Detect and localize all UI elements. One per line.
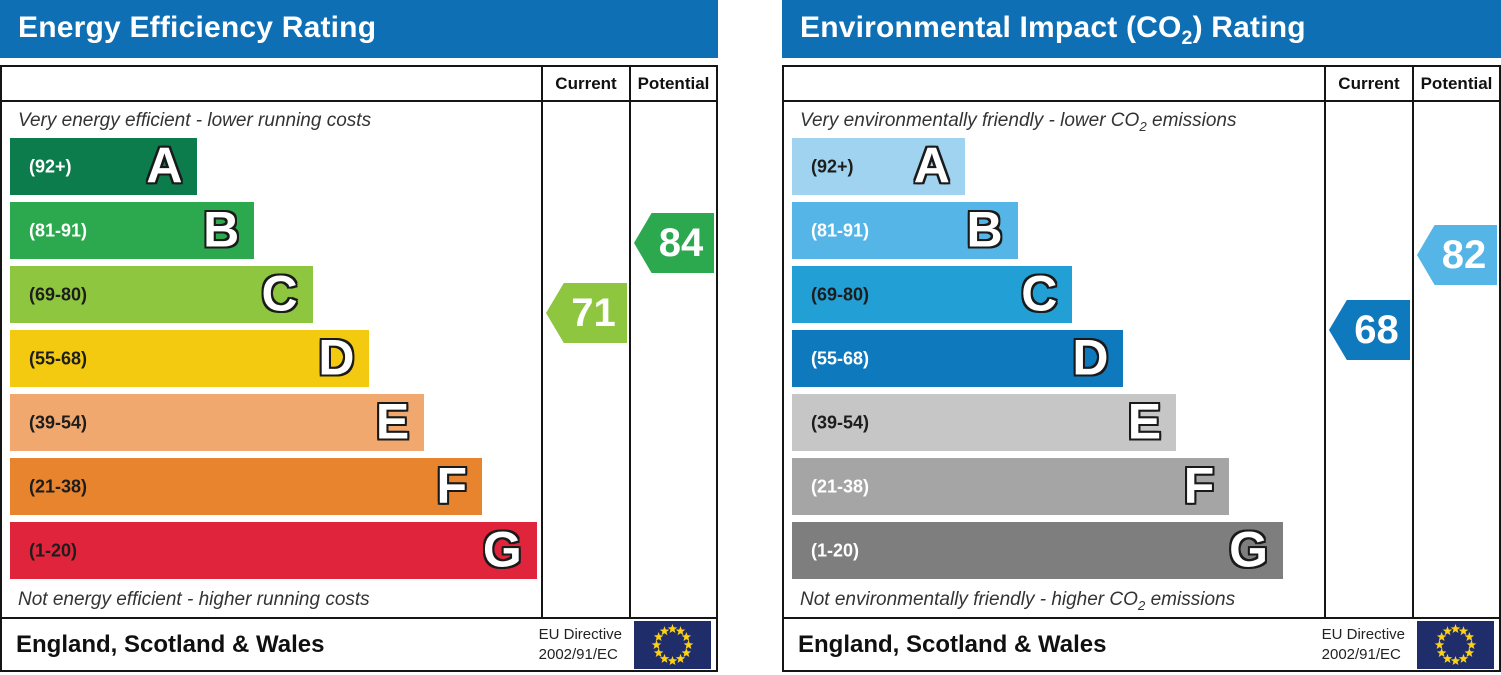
panel-title: Environmental Impact (CO2) Rating — [782, 0, 1501, 58]
band-range-label: (81-91) — [29, 220, 88, 240]
rating-scale: Very environmentally friendly - lower CO… — [784, 102, 1324, 617]
current-rating-arrow: 68 — [1329, 300, 1410, 360]
rating-scale: Very energy efficient - lower running co… — [2, 102, 541, 617]
potential-column-header: Potential — [629, 67, 716, 102]
top-note-text: Very energy efficient - lower running co… — [18, 110, 372, 131]
eu-directive-line2: 2002/91/EC — [538, 645, 618, 663]
band-letter: F — [436, 457, 468, 513]
top-note: Very energy efficient - lower running co… — [18, 108, 541, 134]
band-range-label: (1-20) — [29, 540, 78, 560]
top-note: Very environmentally friendly - lower CO… — [800, 108, 1324, 134]
rating-table: Current Potential Very environmentally f… — [782, 65, 1501, 672]
current-column-header: Current — [541, 67, 629, 102]
potential-rating-arrow: 84 — [634, 213, 714, 273]
eu-directive-label: EU Directive 2002/91/EC — [539, 625, 622, 664]
panel-footer: England, Scotland & Wales EU Directive 20… — [2, 617, 716, 670]
panel-title-text-post: ) Rating — [1192, 11, 1306, 44]
eu-directive-line2: 2002/91/EC — [1321, 645, 1401, 663]
band-range-label: (39-54) — [811, 412, 870, 432]
eu-directive-label: EU Directive 2002/91/EC — [1322, 625, 1405, 664]
current-rating-value: 71 — [571, 290, 616, 335]
rating-band-g: (1-20) G — [792, 521, 1284, 579]
band-letter: C — [261, 265, 298, 321]
panel-footer: England, Scotland & Wales EU Directive 20… — [784, 617, 1499, 670]
band-letter: F — [1183, 457, 1215, 513]
rating-band-f: (21-38) F — [792, 457, 1230, 515]
panel-title-sub: 2 — [1181, 27, 1193, 49]
bottom-note: Not environmentally friendly - higher CO… — [800, 587, 1235, 613]
band-letter: B — [966, 201, 1003, 257]
bottom-note: Not energy efficient - higher running co… — [18, 587, 370, 613]
band-letter: E — [375, 393, 410, 449]
band-range-label: (92+) — [29, 156, 72, 176]
rating-band-c: (69-80) C — [10, 266, 313, 323]
eu-flag-icon — [634, 620, 711, 669]
potential-column: 84 — [629, 102, 716, 617]
band-range-label: (69-80) — [811, 284, 870, 304]
band-letter: C — [1021, 265, 1058, 321]
top-note-sub: 2 — [1139, 118, 1147, 134]
potential-rating-arrow: 82 — [1417, 225, 1497, 285]
band-range-label: (81-91) — [811, 220, 870, 240]
rating-band-a: (92+) A — [10, 137, 198, 195]
potential-column-header: Potential — [1412, 67, 1499, 102]
eu-directive-line1: EU Directive — [538, 626, 622, 643]
top-note-text: Very environmentally friendly - lower CO — [800, 110, 1140, 131]
band-range-label: (69-80) — [29, 284, 88, 304]
potential-rating-value: 84 — [658, 220, 704, 265]
rating-band-d: (55-68) D — [10, 329, 370, 387]
potential-column: 82 — [1412, 102, 1499, 617]
rating-band-d: (55-68) D — [792, 329, 1124, 387]
band-range-label: (21-38) — [811, 476, 870, 496]
band-range-label: (39-54) — [29, 412, 88, 432]
eu-flag-icon — [1417, 620, 1494, 669]
band-letter: D — [318, 329, 355, 385]
band-range-label: (21-38) — [29, 476, 88, 496]
region-label: England, Scotland & Wales — [798, 630, 1107, 658]
panel-title-text: Environmental Impact (CO — [800, 11, 1182, 44]
eu-directive-line1: EU Directive — [1321, 626, 1405, 643]
current-rating-value: 68 — [1354, 307, 1399, 352]
band-letter: E — [1127, 393, 1162, 449]
current-rating-arrow: 71 — [546, 283, 627, 343]
table-corner — [784, 67, 1324, 102]
rating-band-f: (21-38) F — [10, 457, 483, 515]
band-letter: G — [482, 521, 522, 577]
rating-band-e: (39-54) E — [792, 393, 1177, 451]
rating-band-b: (81-91) B — [792, 202, 1018, 259]
band-letter: B — [203, 201, 240, 257]
top-note-text-post: emissions — [1146, 110, 1237, 131]
current-column-header: Current — [1324, 67, 1412, 102]
band-letter: D — [1072, 329, 1109, 385]
rating-band-e: (39-54) E — [10, 393, 425, 451]
rating-bands: (92+) A (81-91) B (69-80) C (55-68) D (39-54) E (2… — [792, 138, 1324, 579]
region-label: England, Scotland & Wales — [16, 630, 325, 658]
bottom-note-text: Not energy efficient - higher running co… — [18, 589, 370, 610]
environmental-impact-panel: Environmental Impact (CO2) Rating Curren… — [782, 0, 1501, 675]
rating-table: Current Potential Very energy efficient … — [0, 65, 718, 672]
bottom-note-text: Not environmentally friendly - higher CO — [800, 589, 1138, 610]
bottom-note-text-post: emissions — [1145, 589, 1236, 610]
bottom-note-sub: 2 — [1137, 597, 1146, 613]
band-letter: A — [146, 137, 183, 193]
band-range-label: (1-20) — [811, 540, 860, 560]
current-column: 71 — [541, 102, 629, 617]
band-range-label: (55-68) — [811, 348, 870, 368]
current-column: 68 — [1324, 102, 1412, 617]
band-range-label: (92+) — [811, 156, 854, 176]
band-range-label: (55-68) — [29, 348, 88, 368]
table-corner — [2, 67, 541, 102]
band-letter: A — [913, 137, 950, 193]
potential-rating-value: 82 — [1441, 232, 1487, 277]
rating-band-b: (81-91) B — [10, 201, 255, 259]
energy-efficiency-panel: Energy Efficiency Rating Current Potenti… — [0, 0, 718, 675]
rating-band-g: (1-20) G — [10, 522, 537, 579]
rating-band-c: (69-80) C — [792, 265, 1073, 323]
rating-bands: (92+) A (81-91) B (69-80) C (55-68) D (39-54) E (2… — [10, 138, 541, 579]
band-letter: G — [1229, 521, 1269, 577]
panel-title-text: Energy Efficiency Rating — [18, 11, 377, 44]
panel-title: Energy Efficiency Rating — [0, 0, 718, 58]
rating-band-a: (92+) A — [792, 138, 965, 195]
